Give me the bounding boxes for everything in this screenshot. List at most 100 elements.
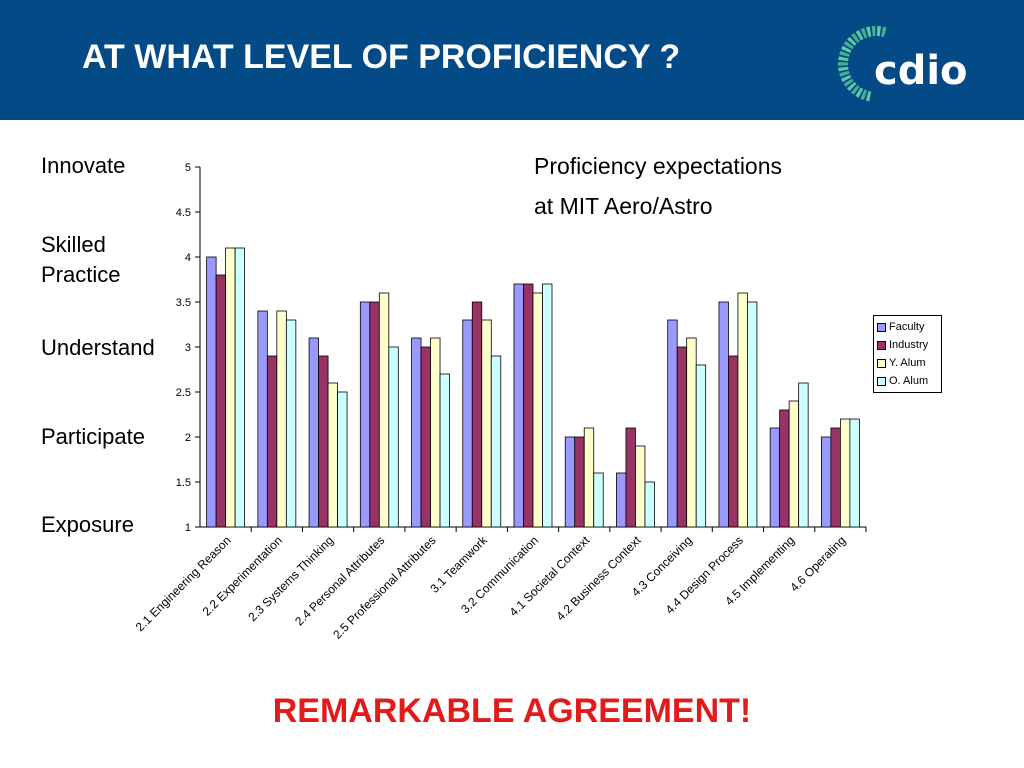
bar-industry (318, 355, 329, 528)
bar-faculty (206, 256, 217, 528)
bar-o-alum (542, 283, 553, 528)
level-exposure: Exposure (41, 512, 134, 537)
bar-faculty (411, 337, 422, 528)
logo-ring-segment (860, 27, 868, 39)
bar-industry (728, 355, 739, 528)
bar-industry (369, 301, 380, 528)
bar-y-alum (481, 319, 492, 528)
cdio-logo: cdio (838, 26, 968, 102)
logo-ring-segment (838, 66, 849, 72)
remark-text: REMARKABLE AGREEMENT! (272, 692, 752, 730)
bar-y-alum (327, 382, 338, 528)
x-tick-label: 2.5 Professional Attributes (330, 533, 438, 641)
y-tick-label: 3.5 (176, 297, 191, 309)
logo-ring-segment (850, 85, 860, 95)
legend-swatch (877, 340, 886, 350)
bar-o-alum (439, 373, 450, 528)
legend-label: O. Alum (889, 375, 929, 387)
caption-line-1: Proficiency expectations (534, 153, 783, 179)
legend-label: Faculty (889, 321, 925, 333)
logo-ring-segment (843, 40, 854, 50)
bar-faculty (462, 319, 473, 528)
level-participate: Participate (41, 424, 145, 449)
logo-ring-segment (871, 26, 876, 37)
bar-o-alum (849, 418, 860, 528)
bar-industry (420, 346, 431, 528)
bar-o-alum (747, 301, 758, 528)
logo-ring-segment (838, 56, 849, 62)
logo-ring-segment (855, 30, 864, 41)
y-tick-label: 2.5 (176, 387, 191, 399)
legend-swatch (877, 358, 886, 368)
bar-faculty (820, 436, 832, 528)
bar-industry (676, 346, 688, 528)
logo-ring-segment (846, 82, 857, 92)
chart-caption: Proficiency expectations at MIT Aero/Ast… (534, 146, 782, 226)
bar-faculty (513, 283, 524, 528)
logo-ring-segment (841, 74, 852, 83)
bar-industry (266, 355, 278, 528)
bar-o-alum (695, 364, 707, 528)
logo-ring-segment (877, 26, 881, 37)
logo-ring-segment (843, 78, 854, 87)
legend-label: Y. Alum (889, 357, 926, 369)
bar-industry (215, 274, 227, 528)
bar-y-alum (225, 247, 236, 528)
bar-faculty (769, 427, 781, 528)
bar-faculty (359, 301, 371, 528)
logo-ring-segment (865, 91, 872, 102)
bar-faculty (257, 310, 268, 528)
caption-line-2: at MIT Aero/Astro (534, 193, 713, 219)
logo-ring-segment (881, 26, 887, 38)
legend-item: Y. Alum (877, 354, 941, 372)
bar-faculty (667, 319, 678, 528)
level-skilled-practice: Skilled Practice (41, 232, 121, 287)
bar-industry (523, 283, 534, 528)
bar-y-alum (686, 337, 697, 528)
logo-text: cdio (874, 48, 968, 94)
bar-y-alum (788, 400, 800, 528)
y-tick-label: 5 (185, 162, 191, 174)
logo-ring-segment (838, 62, 848, 66)
legend-item: Faculty (877, 318, 941, 336)
logo-ring-icon (838, 26, 887, 102)
y-tick-label: 1.5 (176, 477, 191, 489)
logo-ring-segment (860, 89, 868, 100)
bar-o-alum (798, 382, 809, 528)
bar-industry (830, 427, 841, 528)
bar-y-alum (635, 445, 646, 528)
legend-item: Industry (877, 336, 941, 354)
logo-ring-segment (847, 36, 857, 46)
bar-faculty (564, 436, 576, 528)
bar-industry (574, 436, 585, 528)
y-tick-label: 3 (185, 342, 191, 354)
y-tick-label: 4 (185, 252, 191, 264)
bar-y-alum (583, 427, 595, 528)
bar-y-alum (378, 292, 390, 528)
level-innovate: Innovate (41, 153, 126, 178)
bar-o-alum (490, 355, 502, 528)
y-tick-label: 4.5 (176, 207, 191, 219)
bar-y-alum (839, 418, 851, 528)
bar-o-alum (644, 481, 655, 528)
legend-label: Industry (889, 339, 929, 351)
slide-title: AT WHAT LEVEL OF PROFICIENCY ? (82, 38, 681, 76)
chart-legend: Faculty Industry Y. Alum O. Alum (873, 315, 942, 393)
bar-y-alum (532, 292, 543, 528)
level-understand: Understand (41, 335, 155, 360)
x-tick-label: 4.2 Business Context (553, 533, 644, 624)
logo-ring-segment (866, 26, 872, 37)
bar-industry (625, 427, 636, 528)
legend-swatch (877, 322, 886, 332)
bar-y-alum (276, 310, 287, 528)
bar-industry (779, 409, 790, 528)
bar-o-alum (337, 391, 348, 528)
title-bar: AT WHAT LEVEL OF PROFICIENCY ? cdio (0, 0, 1024, 120)
bar-y-alum (430, 337, 441, 528)
bar-faculty (718, 301, 729, 528)
bar-o-alum (285, 319, 297, 528)
x-tick-label: 2.4 Personal Attributes (292, 533, 387, 628)
bar-o-alum (388, 346, 399, 528)
bar-o-alum (234, 247, 246, 528)
